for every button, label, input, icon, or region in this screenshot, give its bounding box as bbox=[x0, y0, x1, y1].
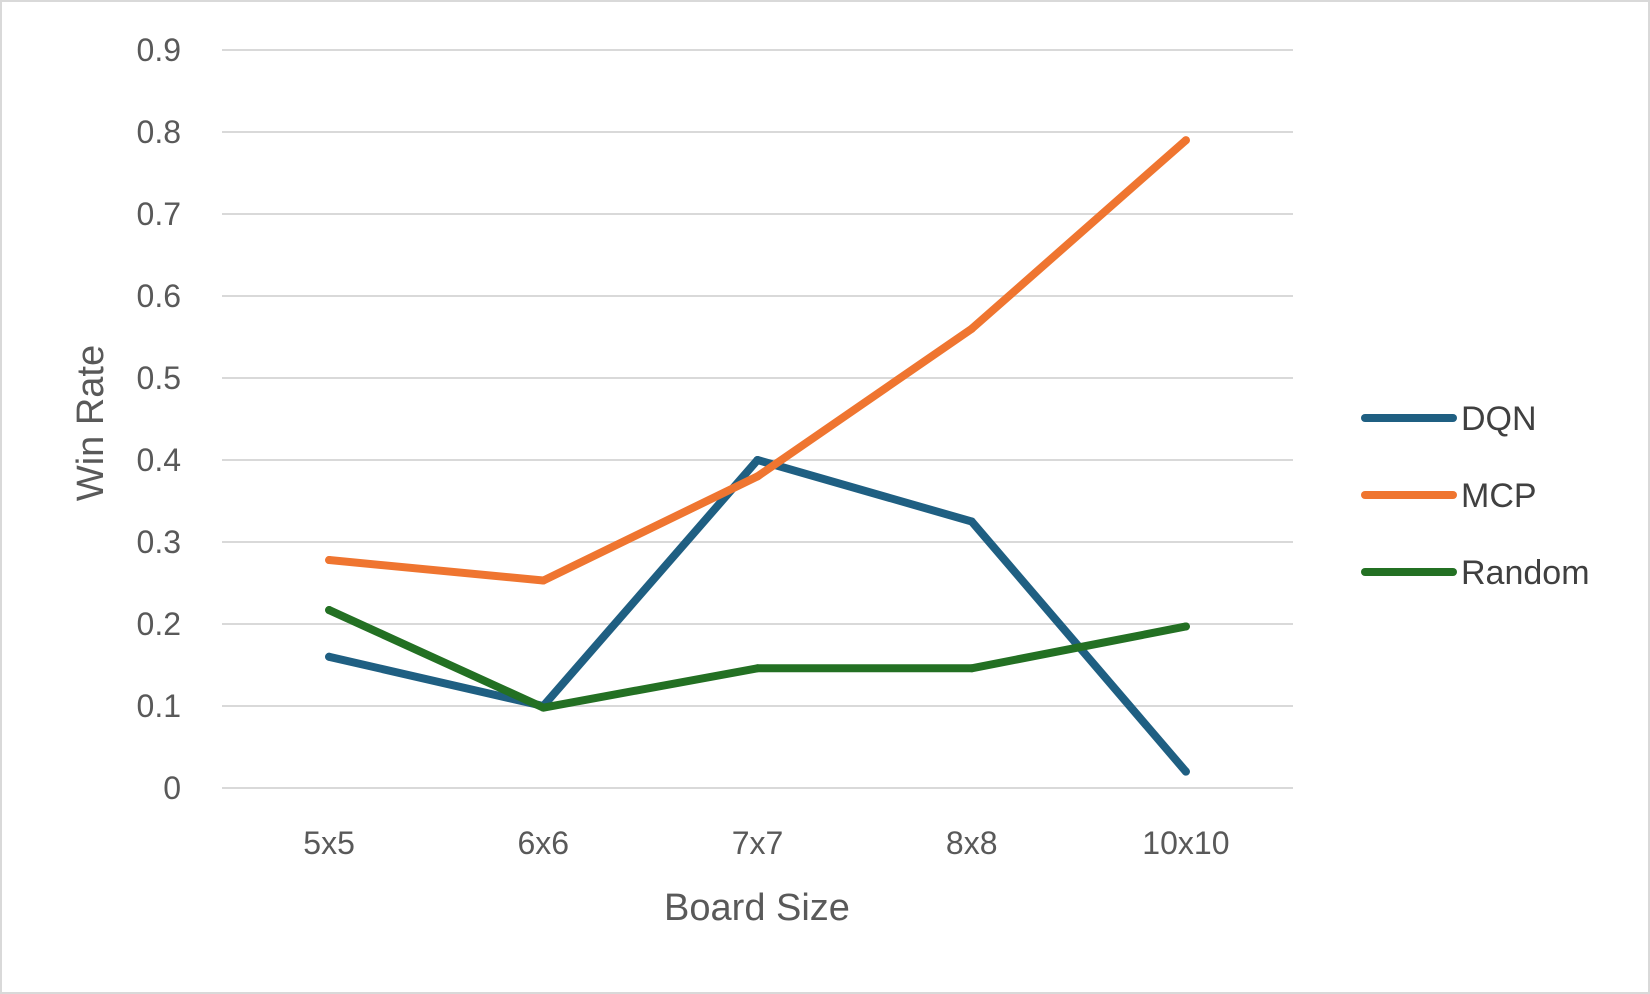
data-point-dqn bbox=[967, 517, 976, 526]
series-lines bbox=[325, 136, 1190, 776]
y-tick-label: 0 bbox=[163, 770, 181, 806]
x-axis-title: Board Size bbox=[664, 887, 850, 929]
data-point-random bbox=[753, 664, 762, 673]
y-tick-label: 0.9 bbox=[137, 32, 181, 68]
legend-label-dqn: DQN bbox=[1461, 400, 1537, 438]
data-point-random bbox=[967, 664, 976, 673]
data-point-random bbox=[325, 606, 334, 615]
x-tick-label: 6x6 bbox=[518, 825, 570, 861]
y-tick-label: 0.3 bbox=[137, 524, 181, 560]
data-point-mcp bbox=[539, 576, 548, 585]
data-point-mcp bbox=[1181, 136, 1190, 145]
x-tick-label: 8x8 bbox=[946, 825, 998, 861]
y-tick-label: 0.5 bbox=[137, 360, 181, 396]
y-tick-label: 0.7 bbox=[137, 196, 181, 232]
legend-label-mcp: MCP bbox=[1461, 477, 1537, 515]
y-tick-label: 0.2 bbox=[137, 606, 181, 642]
x-tick-label: 10x10 bbox=[1142, 825, 1229, 861]
x-tick-label: 5x5 bbox=[303, 825, 355, 861]
data-point-mcp bbox=[967, 324, 976, 333]
y-axis-ticks: 0 0.1 0.2 0.3 0.4 0.5 0.6 0.7 0.8 0.9 bbox=[137, 32, 181, 806]
y-tick-label: 0.8 bbox=[137, 114, 181, 150]
data-point-mcp bbox=[753, 472, 762, 481]
y-tick-label: 0.4 bbox=[137, 442, 181, 478]
legend-label-random: Random bbox=[1461, 554, 1590, 592]
x-axis-ticks: 5x5 6x6 7x7 8x8 10x10 bbox=[303, 825, 1229, 861]
series-line-dqn bbox=[325, 456, 1190, 776]
data-point-random bbox=[1181, 622, 1190, 631]
data-point-mcp bbox=[325, 556, 334, 565]
data-point-random bbox=[539, 703, 548, 712]
series-line-mcp bbox=[325, 136, 1190, 585]
y-tick-label: 0.6 bbox=[137, 278, 181, 314]
y-axis-title: Win Rate bbox=[70, 345, 112, 501]
gridlines bbox=[222, 49, 1293, 789]
legend: DQN MCP Random bbox=[1361, 400, 1590, 592]
data-point-dqn bbox=[1181, 767, 1190, 776]
y-tick-label: 0.1 bbox=[137, 688, 181, 724]
data-point-dqn bbox=[753, 456, 762, 464]
x-tick-label: 7x7 bbox=[732, 825, 784, 861]
data-point-dqn bbox=[325, 652, 334, 661]
